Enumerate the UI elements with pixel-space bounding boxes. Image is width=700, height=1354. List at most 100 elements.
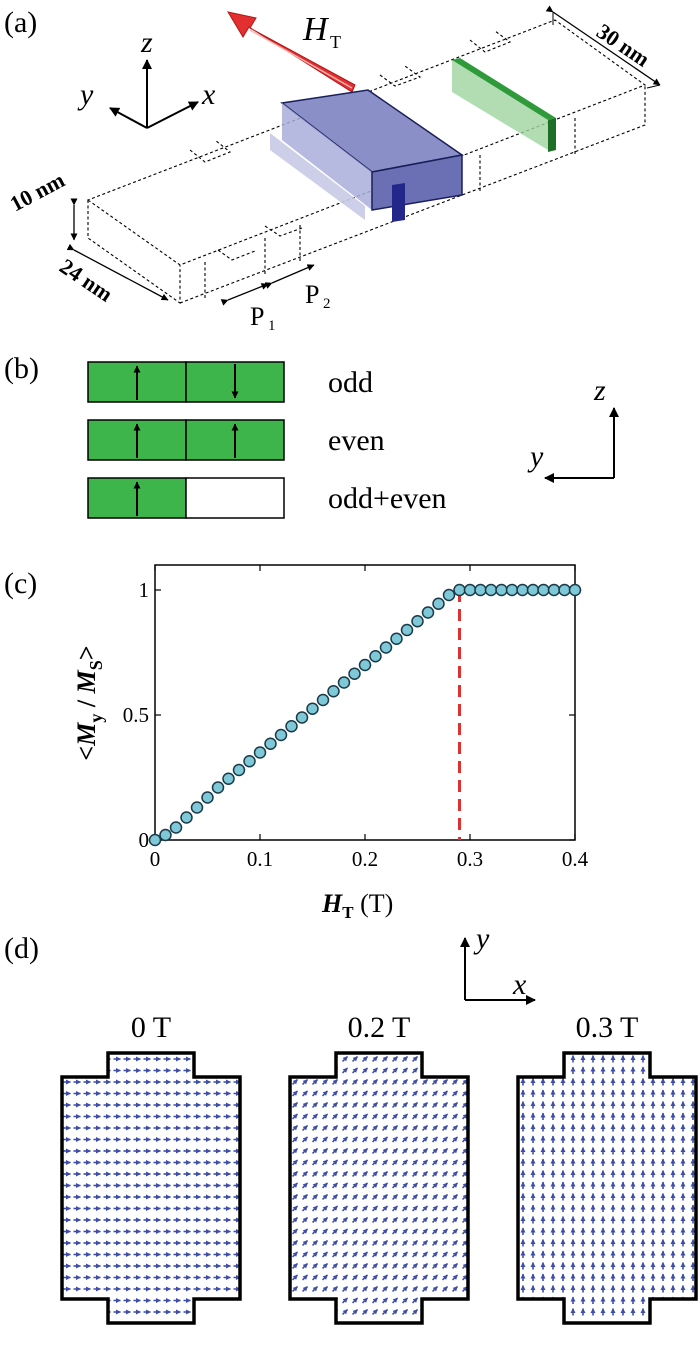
panel-d-label: (d) <box>4 932 39 965</box>
axis-y-label: y <box>77 78 94 111</box>
spin-arrow-icon <box>381 1308 389 1316</box>
plot-frame <box>154 564 576 841</box>
spin-arrow-icon <box>421 1159 429 1166</box>
spin-arrow-icon <box>421 1228 429 1235</box>
spin-arrow-icon <box>331 1182 339 1189</box>
spin-arrow-icon <box>451 1274 459 1281</box>
spin-arrow-icon <box>401 1055 409 1063</box>
data-point <box>211 781 225 794</box>
spin-arrow-icon <box>331 1262 339 1270</box>
spin-arrow-icon <box>321 1067 329 1074</box>
spin-arrow-icon <box>381 1297 389 1304</box>
spin-arrow-icon <box>431 1136 439 1143</box>
spin-arrow-icon <box>371 1274 379 1281</box>
panel-c-label: (c) <box>4 567 37 600</box>
spin-arrow-icon <box>311 1159 319 1166</box>
spin-arrow-icon <box>431 1205 439 1212</box>
spin-arrow-icon <box>341 1147 349 1155</box>
spin-arrow-icon <box>311 1205 319 1212</box>
ylabel-sub-s: S <box>86 660 106 670</box>
spin-arrow-icon <box>331 1239 339 1247</box>
spin-arrow-icon <box>441 1055 449 1063</box>
spin-arrow-icon <box>441 1101 449 1109</box>
spin-arrow-icon <box>311 1113 319 1120</box>
spin-arrow-icon <box>391 1308 399 1316</box>
spin-arrow-icon <box>321 1262 329 1270</box>
spin-arrow-icon <box>441 1193 449 1201</box>
panel-b-axes-icon: z y <box>527 374 619 483</box>
spin-arrow-icon <box>361 1262 369 1270</box>
spin-arrow-icon <box>341 1274 349 1281</box>
spin-arrow-icon <box>391 1170 399 1178</box>
spin-arrow-icon <box>321 1147 329 1155</box>
spin-arrow-icon <box>381 1159 389 1166</box>
y-tick-label: 0 <box>139 828 150 852</box>
spin-arrow-icon <box>311 1308 319 1316</box>
spin-arrow-icon <box>401 1101 409 1109</box>
spin-arrow-icon <box>411 1067 419 1074</box>
spin-arrow-icon <box>451 1205 459 1212</box>
spin-arrow-icon <box>321 1113 329 1120</box>
spin-arrow-icon <box>371 1308 379 1316</box>
spin-arrow-icon <box>411 1159 419 1166</box>
spin-arrow-icon <box>421 1170 429 1178</box>
spin-arrow-icon <box>391 1147 399 1155</box>
spin-arrow-icon <box>361 1170 369 1178</box>
spin-arrow-icon <box>391 1228 399 1235</box>
spin-arrow-icon <box>401 1216 409 1224</box>
data-point <box>358 658 372 672</box>
data-point <box>327 685 340 698</box>
data-point <box>411 615 424 628</box>
spin-arrow-icon <box>391 1182 399 1189</box>
spin-arrow-icon <box>291 1101 299 1109</box>
spin-arrow-icon <box>321 1308 329 1316</box>
spin-arrow-icon <box>301 1101 309 1109</box>
spin-arrow-icon <box>311 1182 319 1189</box>
spin-arrow-icon <box>301 1205 309 1212</box>
spin-arrow-icon <box>401 1159 409 1166</box>
spin-arrow-icon <box>411 1285 419 1293</box>
spin-arrow-icon <box>441 1124 449 1132</box>
spin-arrow-icon <box>431 1216 439 1224</box>
spin-arrow-icon <box>441 1274 449 1281</box>
spin-arrow-icon <box>431 1193 439 1201</box>
spin-arrow-icon <box>401 1113 409 1120</box>
spin-arrow-icon <box>441 1182 449 1189</box>
spin-arrow-icon <box>391 1078 399 1086</box>
spin-arrow-icon <box>411 1274 419 1281</box>
spin-arrow-icon <box>441 1136 449 1143</box>
spin-arrow-icon <box>301 1078 309 1086</box>
spin-arrow-icon <box>351 1239 359 1247</box>
spin-arrow-icon <box>351 1193 359 1201</box>
dim-width: 24 nm <box>55 253 117 306</box>
spin-arrow-icon <box>301 1308 309 1316</box>
spin-arrow-icon <box>391 1055 399 1063</box>
panel-a-axes-icon: z y x <box>77 26 216 129</box>
spin-arrow-icon <box>381 1136 389 1143</box>
spin-arrow-icon <box>411 1170 419 1178</box>
spin-arrow-icon <box>381 1274 389 1281</box>
spin-arrow-icon <box>411 1090 419 1097</box>
spin-arrow-icon <box>461 1067 468 1074</box>
spin-arrow-icon <box>331 1078 339 1086</box>
spin-arrow-icon <box>341 1308 349 1316</box>
spin-arrow-icon <box>381 1124 389 1132</box>
spin-arrow-icon <box>431 1274 439 1281</box>
spin-arrow-icon <box>401 1308 409 1316</box>
spin-arrow-icon <box>421 1136 429 1143</box>
data-point <box>558 583 571 597</box>
spin-arrow-icon <box>291 1136 299 1143</box>
spin-arrow-icon <box>341 1262 349 1270</box>
spin-arrow-icon <box>411 1308 419 1316</box>
spin-arrow-icon <box>311 1055 319 1063</box>
spin-arrow-icon <box>431 1239 439 1247</box>
x-axis-label: HT (T) <box>321 889 393 922</box>
spin-arrow-icon <box>321 1055 329 1063</box>
data-point <box>505 583 519 597</box>
spin-arrow-icon <box>371 1124 379 1132</box>
spin-arrow-icon <box>411 1147 419 1155</box>
spin-arrow-icon <box>411 1205 419 1212</box>
x-tick-label: 0 <box>150 847 161 871</box>
spin-arrow-icon <box>341 1124 349 1132</box>
data-point <box>474 583 487 597</box>
